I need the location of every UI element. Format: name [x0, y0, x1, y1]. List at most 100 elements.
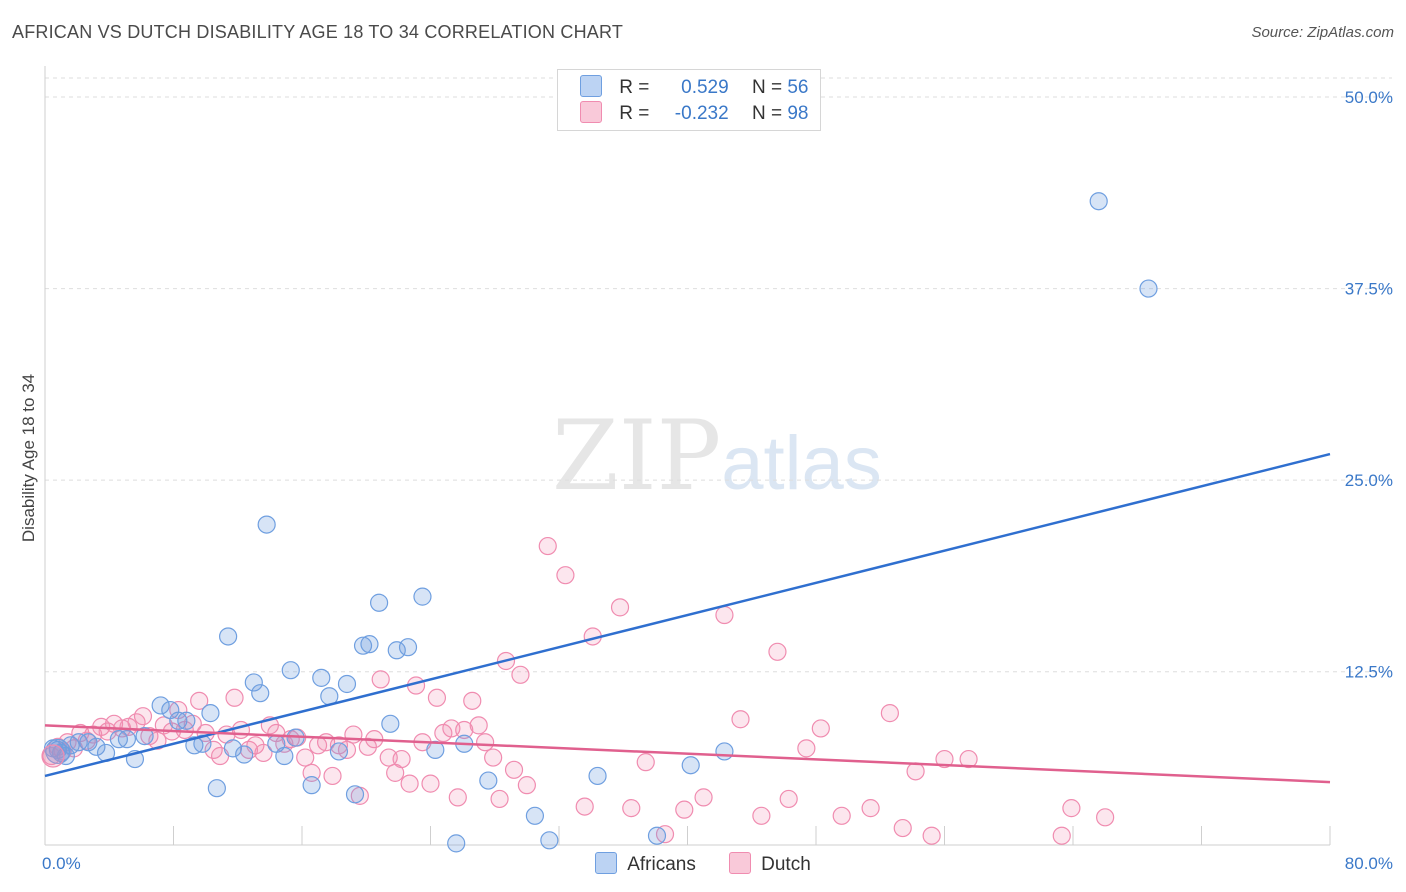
african-point	[1089, 192, 1108, 211]
african-point	[223, 739, 243, 758]
african-point	[345, 785, 365, 804]
african-point	[353, 636, 373, 655]
dutch-point	[556, 566, 575, 585]
watermark-zip: ZIP	[552, 400, 722, 512]
african-point	[281, 661, 300, 680]
dutch-point	[768, 642, 787, 661]
african-point	[177, 711, 196, 730]
african-point	[219, 627, 238, 646]
dutch-point	[448, 788, 467, 807]
y-tick-label: 12.5%	[1345, 663, 1393, 682]
dutch-point	[675, 800, 694, 819]
watermark: ZIPatlas	[552, 400, 882, 512]
african-point	[201, 704, 220, 723]
african-point	[87, 737, 106, 756]
dutch-point	[463, 691, 482, 710]
dutch-point	[133, 707, 153, 726]
legend-n-value-dutch: 98	[787, 103, 809, 124]
legend-r-label-dutch: R =	[619, 103, 650, 124]
dutch-point	[296, 748, 315, 767]
african-point	[447, 834, 466, 853]
dutch-point	[610, 598, 630, 617]
african-point	[479, 771, 498, 790]
series-swatch-africans	[595, 852, 618, 874]
series-label-africans: Africans	[627, 854, 696, 875]
legend-row-africans: R = 0.529 N = 56	[580, 75, 808, 101]
y-tick-label: 25.0%	[1345, 471, 1393, 490]
legend-n-label-dutch: N =	[751, 103, 783, 124]
african-point	[370, 593, 389, 612]
dutch-point	[715, 605, 734, 625]
dutch-point	[421, 774, 440, 793]
dutch-point	[1062, 799, 1081, 818]
african-point	[257, 515, 276, 534]
correlation-legend: R = 0.529 N = 56 R = -0.232 N = 98	[557, 69, 821, 131]
african-point	[135, 726, 154, 746]
african-point	[647, 826, 667, 845]
y-tick-label: 37.5%	[1345, 280, 1393, 299]
african-point	[302, 776, 321, 795]
african-point	[387, 641, 406, 660]
dutch-point	[811, 719, 830, 738]
dutch-point	[469, 716, 488, 735]
dutch-point	[880, 704, 899, 723]
african-point	[117, 730, 137, 749]
african-point	[588, 766, 607, 786]
dutch-point	[517, 776, 536, 795]
african-point	[244, 673, 263, 692]
dutch-point	[922, 826, 941, 845]
dutch-point	[575, 797, 594, 816]
african-point	[207, 779, 226, 798]
african-point	[69, 733, 88, 752]
watermark-atlas: atlas	[721, 421, 882, 506]
african-point	[151, 696, 170, 715]
african-point	[360, 635, 379, 654]
dutch-point	[254, 743, 273, 763]
dutch-point	[731, 710, 750, 729]
series-legend: Africans Dutch	[0, 852, 1406, 876]
dutch-point	[797, 739, 816, 758]
dutch-point	[636, 753, 655, 772]
chart-source: Source: ZipAtlas.com	[1251, 24, 1394, 41]
x-tick-label-max: 80.0%	[1345, 854, 1393, 873]
african-point	[235, 745, 254, 764]
dutch-point	[959, 749, 978, 769]
legend-swatch-dutch	[580, 101, 602, 123]
african-point	[312, 668, 331, 687]
dutch-point	[344, 725, 363, 744]
series-swatch-dutch	[729, 852, 752, 874]
y-axis-label: Disability Age 18 to 34	[19, 374, 38, 542]
series-legend-africans: Africans	[595, 852, 696, 876]
africans-trend-line	[44, 452, 1331, 778]
dutch-point	[1052, 826, 1071, 845]
african-point	[337, 674, 357, 694]
dutch-point	[490, 789, 509, 809]
legend-r-label-africans: R =	[619, 77, 650, 98]
dutch-point	[455, 720, 474, 740]
african-point	[413, 587, 432, 606]
y-tick-label: 50.0%	[1345, 88, 1393, 107]
dutch-point	[231, 720, 251, 740]
dutch-point	[1096, 808, 1115, 827]
dutch-point	[511, 665, 530, 684]
dutch-point	[622, 799, 641, 818]
dutch-point	[779, 789, 798, 809]
dutch-point	[694, 788, 713, 807]
dutch-point	[392, 749, 411, 769]
african-point	[715, 742, 734, 761]
dutch-point	[935, 749, 954, 769]
dutch-point	[893, 818, 912, 838]
dutch-point	[323, 766, 342, 786]
dutch-point	[427, 688, 447, 707]
dutch-point	[190, 691, 209, 710]
dutch-point	[906, 762, 925, 781]
dutch-point	[861, 799, 880, 818]
african-point	[251, 684, 270, 703]
legend-n-value-africans: 56	[787, 77, 809, 98]
dutch-trend-line	[44, 724, 1331, 784]
african-point	[48, 740, 67, 759]
dutch-point	[538, 536, 557, 556]
dutch-point	[476, 733, 495, 752]
legend-row-dutch: R = -0.232 N = 98	[580, 101, 808, 127]
dutch-point	[400, 774, 419, 793]
